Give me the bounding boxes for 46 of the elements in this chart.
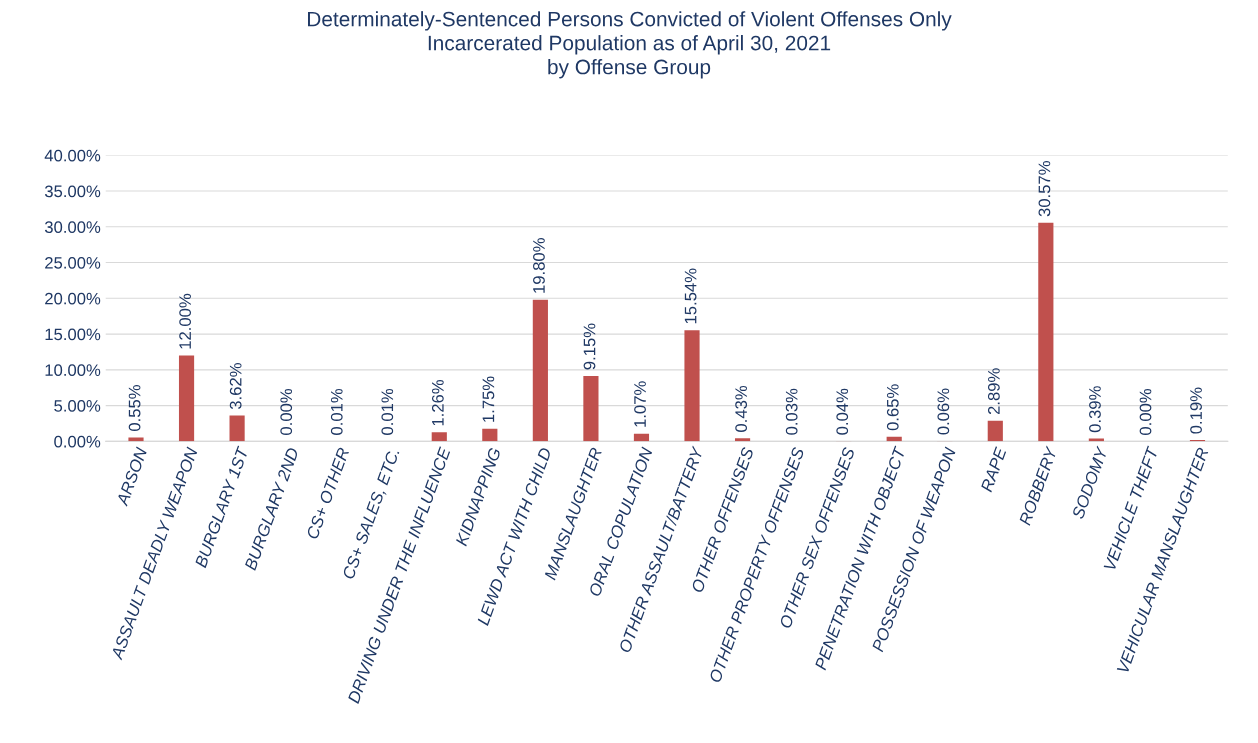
bar xyxy=(734,438,751,442)
bar xyxy=(684,330,700,442)
bar xyxy=(128,437,144,442)
y-tick-label: 15.00% xyxy=(45,328,101,341)
bar xyxy=(583,375,599,442)
data-label: 12.00% xyxy=(179,293,192,349)
y-tick-label: 0.00% xyxy=(54,435,101,448)
data-label: 3.62% xyxy=(229,363,242,410)
data-label: 0.00% xyxy=(280,388,293,435)
data-label: 0.65% xyxy=(886,384,899,431)
data-label: 0.03% xyxy=(785,388,798,435)
bar xyxy=(178,355,195,442)
data-label: 0.55% xyxy=(128,385,141,432)
bar xyxy=(633,433,650,442)
x-tick-label: RAPE xyxy=(980,446,1007,493)
bar xyxy=(532,299,548,442)
y-tick-label: 35.00% xyxy=(44,185,101,198)
x-tick-label: CS+ OTHER xyxy=(306,446,350,540)
y-tick-label: 40.00% xyxy=(44,149,101,162)
chart-title: Determinately-Sentenced Persons Convicted of Violent Offenses Only Incarcerated Population as of April 30, 2021 by Offense Group xyxy=(308,11,952,79)
bar xyxy=(482,428,498,442)
data-label: 0.00% xyxy=(1139,388,1152,435)
y-tick-label: 20.00% xyxy=(45,292,101,305)
data-label: 0.19% xyxy=(1190,387,1202,434)
bar xyxy=(987,420,1003,442)
data-label: 1.26% xyxy=(431,379,444,426)
data-label: 9.15% xyxy=(583,323,596,370)
y-tick-label: 30.00% xyxy=(44,221,101,233)
data-label: 0.01% xyxy=(381,388,394,435)
data-label: 0.43% xyxy=(735,385,748,432)
data-label: 0.04% xyxy=(836,388,849,435)
data-label: 30.57% xyxy=(1038,161,1051,217)
y-tick-label: 10.00% xyxy=(45,364,101,377)
bar xyxy=(431,432,447,442)
y-tick-label: 25.00% xyxy=(45,256,101,269)
bar xyxy=(1038,222,1054,442)
data-label: 0.39% xyxy=(1089,386,1101,433)
data-label: 19.80% xyxy=(533,238,545,293)
data-label: 2.89% xyxy=(987,368,1000,415)
data-label: 0.01% xyxy=(330,388,343,435)
data-label: 1.75% xyxy=(482,376,495,422)
bar xyxy=(229,415,245,442)
data-label: 15.54% xyxy=(684,268,697,324)
data-label: 1.07% xyxy=(634,381,646,427)
y-tick-label: 5.00% xyxy=(54,399,101,412)
data-label: 0.06% xyxy=(937,388,950,435)
